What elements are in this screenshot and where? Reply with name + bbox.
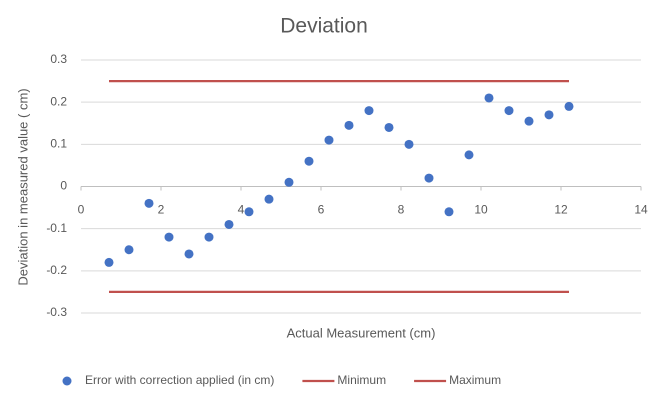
data-point	[144, 198, 154, 208]
data-point	[344, 120, 354, 130]
data-point	[284, 177, 294, 187]
y-axis-title: Deviation in measured value ( cm)	[15, 88, 30, 285]
data-point	[524, 116, 534, 126]
data-point	[224, 219, 234, 229]
data-point	[364, 106, 374, 116]
y-tick-label: 0.3	[50, 52, 67, 66]
plot-area: 0.3 0.2 0.1 0 -0.1 -0.2 -0.3 0 2 4 6 8 10 12 14	[46, 52, 648, 319]
legend: Error with correction applied (in cm) Min…	[62, 373, 501, 387]
legend-label: Maximum	[449, 373, 501, 387]
data-point	[424, 173, 434, 183]
y-tick-label: 0.1	[50, 137, 67, 151]
data-point	[444, 207, 454, 217]
x-tick-label: 14	[634, 203, 648, 217]
data-point	[184, 249, 194, 259]
data-point	[204, 232, 214, 242]
data-point	[324, 135, 334, 145]
x-tick-label: 8	[398, 203, 405, 217]
data-point	[504, 106, 514, 116]
x-tick-label: 4	[238, 203, 245, 217]
data-point	[404, 139, 414, 149]
data-point	[484, 93, 494, 103]
data-point	[564, 101, 574, 111]
data-point	[264, 194, 274, 204]
y-tick-label: 0.2	[50, 94, 67, 108]
legend-label: Error with correction applied (in cm)	[85, 373, 274, 387]
x-axis-title: Actual Measurement (cm)	[287, 325, 436, 340]
x-tick-label: 12	[554, 203, 568, 217]
x-tick-label: 2	[158, 203, 165, 217]
x-tick-label: 0	[78, 203, 85, 217]
legend-label: Minimum	[337, 373, 386, 387]
data-point	[384, 122, 394, 132]
x-tick-label: 10	[474, 203, 488, 217]
y-tick-label: -0.3	[46, 305, 67, 319]
data-point	[544, 110, 554, 120]
y-tick-label: 0	[60, 179, 67, 193]
data-point	[464, 150, 474, 160]
y-tick-label: -0.2	[46, 263, 67, 277]
data-point	[244, 207, 254, 217]
data-point	[104, 257, 114, 267]
legend-swatch	[62, 376, 72, 386]
x-tick-label: 6	[318, 203, 325, 217]
y-tick-label: -0.1	[46, 221, 67, 235]
data-point	[124, 245, 134, 255]
data-point	[304, 156, 314, 166]
chart-title: Deviation	[280, 15, 368, 38]
data-point	[164, 232, 174, 242]
